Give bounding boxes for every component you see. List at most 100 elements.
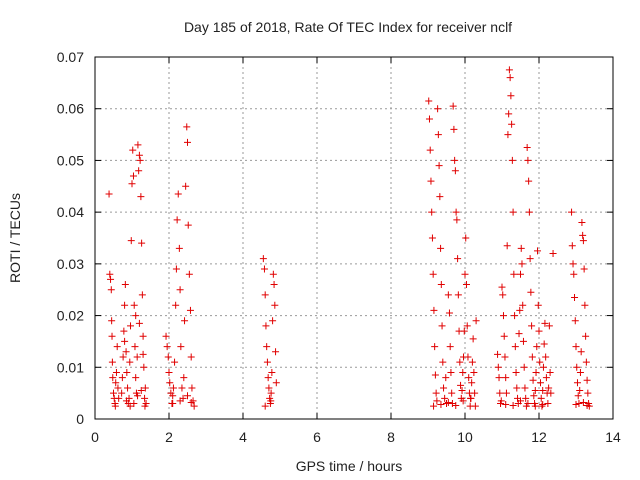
data-point: [108, 317, 116, 325]
data-point: [497, 397, 505, 405]
data-point: [141, 402, 149, 410]
data-point: [432, 389, 440, 397]
data-point: [184, 392, 191, 400]
data-point: [173, 216, 181, 224]
data-point: [471, 389, 479, 397]
data-point: [571, 293, 579, 301]
data-point: [544, 399, 552, 407]
data-point: [538, 402, 546, 410]
data-point: [582, 332, 590, 340]
data-point: [187, 398, 195, 406]
data-point: [165, 368, 173, 376]
data-point: [549, 250, 557, 258]
data-point: [428, 208, 436, 216]
data-point: [141, 394, 149, 402]
data-point: [539, 387, 547, 395]
data-point: [579, 231, 587, 239]
data-point: [176, 397, 184, 405]
data-point: [572, 343, 580, 351]
data-point: [440, 384, 448, 392]
data-point: [464, 353, 472, 361]
data-point: [472, 317, 480, 325]
data-point: [271, 301, 279, 309]
data-point: [184, 221, 192, 229]
data-point: [176, 286, 184, 294]
data-point: [501, 353, 509, 361]
data-point: [542, 374, 550, 382]
data-point: [137, 387, 145, 395]
data-point: [123, 368, 131, 376]
chart-ticks: [94, 56, 614, 420]
data-point: [122, 348, 130, 356]
data-point: [186, 306, 194, 314]
data-point: [467, 394, 475, 402]
data-point: [441, 394, 449, 402]
data-point: [462, 281, 470, 289]
y-tick-label: 0.01: [57, 359, 84, 375]
data-point: [427, 177, 435, 185]
data-point: [181, 317, 189, 325]
data-point: [113, 343, 121, 351]
data-point: [524, 156, 532, 164]
data-point: [260, 265, 268, 273]
data-point: [112, 368, 120, 376]
data-point: [573, 379, 581, 387]
data-point: [512, 368, 520, 376]
data-point: [188, 384, 196, 392]
data-point: [517, 397, 524, 405]
x-tick-label: 10: [457, 429, 473, 445]
data-point: [532, 368, 540, 376]
data-point: [425, 97, 433, 105]
data-point: [172, 265, 180, 273]
data-point: [498, 283, 506, 291]
data-point: [499, 291, 507, 299]
data-point: [110, 389, 117, 397]
data-point: [568, 208, 576, 216]
data-point: [264, 374, 272, 382]
data-point: [138, 291, 146, 299]
data-point: [459, 368, 467, 376]
data-point: [580, 265, 588, 273]
data-point: [581, 301, 589, 309]
data-point: [169, 399, 177, 407]
data-point: [508, 120, 516, 128]
data-point: [546, 368, 554, 376]
y-tick-label: 0.02: [57, 308, 84, 324]
data-point: [109, 374, 117, 382]
data-point: [269, 270, 277, 278]
data-point: [107, 286, 115, 294]
data-point: [505, 110, 513, 118]
data-point: [180, 374, 188, 382]
data-point: [433, 397, 441, 405]
data-point: [431, 371, 439, 379]
data-point: [539, 363, 547, 371]
data-point: [141, 384, 149, 392]
data-point: [434, 105, 442, 113]
data-point: [127, 322, 135, 330]
data-point: [182, 182, 190, 190]
data-point: [453, 216, 461, 224]
data-point: [130, 399, 138, 407]
data-point: [531, 402, 539, 410]
y-tick-label: 0.07: [57, 49, 84, 65]
data-point: [269, 317, 277, 325]
data-point: [425, 115, 433, 123]
data-point: [525, 177, 533, 185]
data-point: [451, 156, 459, 164]
data-point: [446, 343, 454, 351]
data-point: [263, 358, 271, 366]
data-point: [570, 270, 578, 278]
data-point: [533, 343, 541, 351]
data-point: [454, 255, 462, 263]
data-point: [438, 322, 446, 330]
data-point: [536, 358, 544, 366]
data-point: [174, 190, 182, 198]
data-point: [426, 146, 434, 154]
data-point: [129, 172, 137, 180]
data-point: [445, 309, 453, 317]
data-point: [135, 151, 143, 159]
data-point: [166, 379, 174, 387]
data-point: [584, 389, 592, 397]
data-point: [138, 239, 146, 247]
